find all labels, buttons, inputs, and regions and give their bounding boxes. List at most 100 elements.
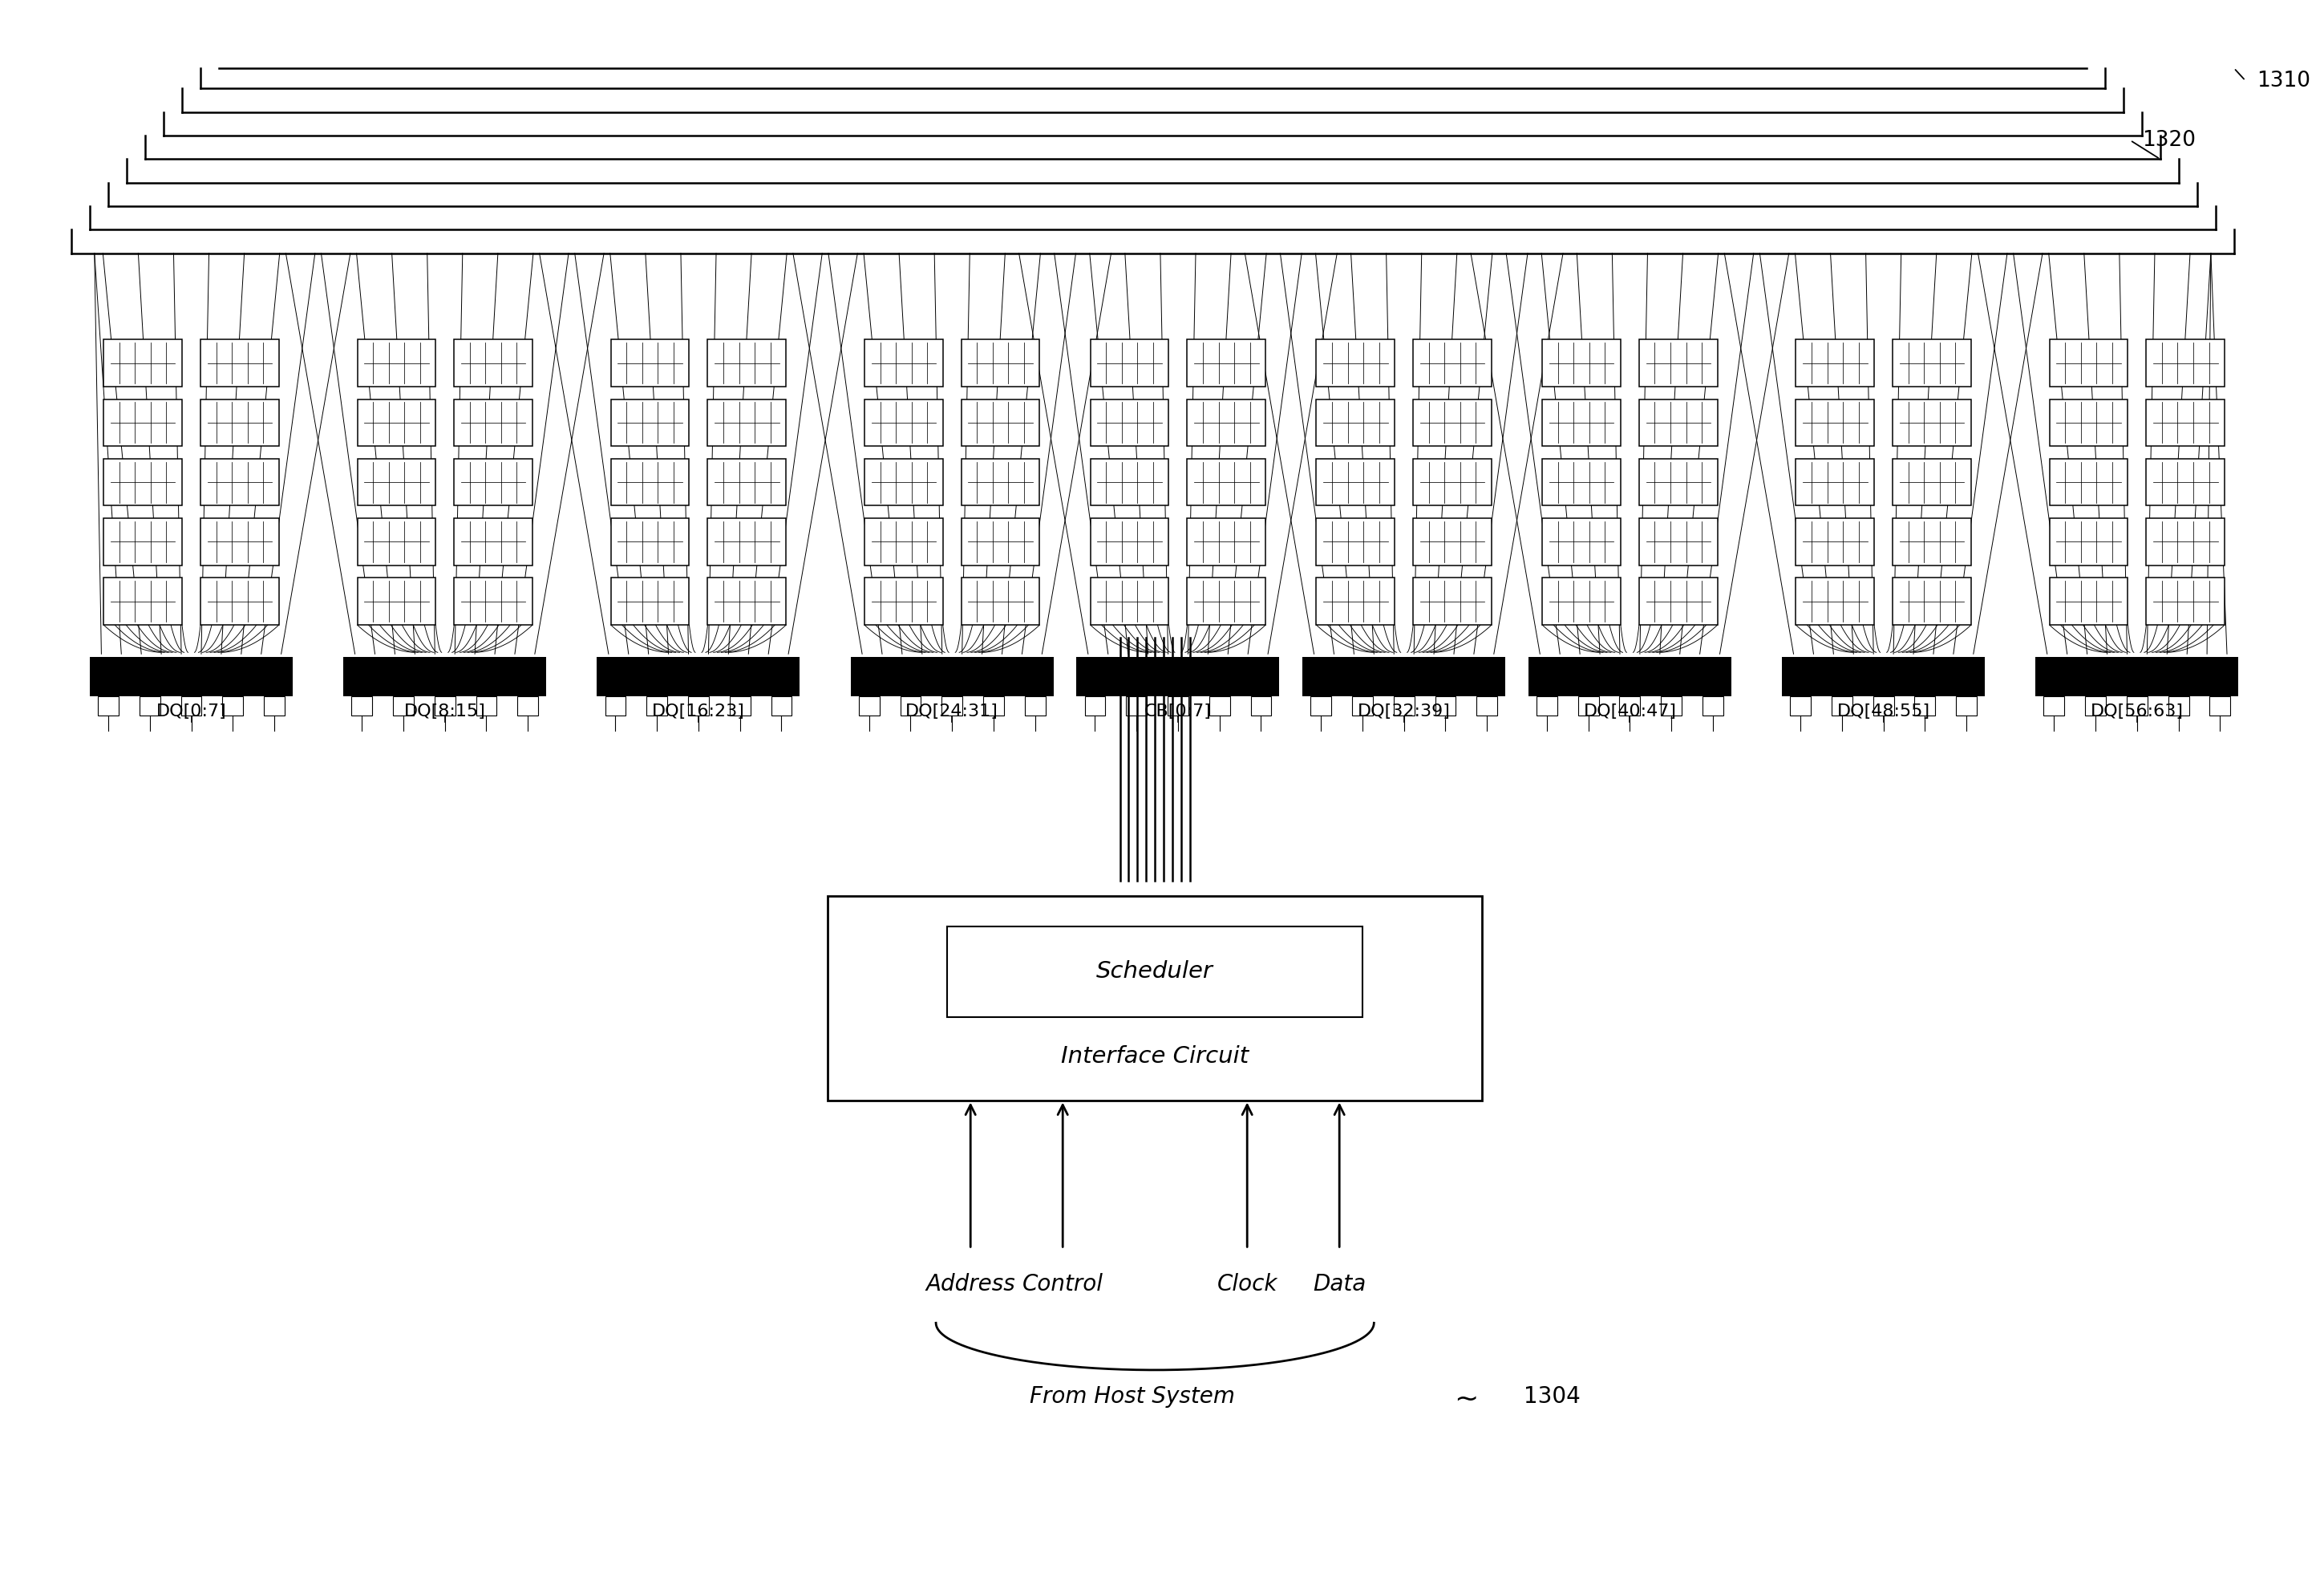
Bar — [2050, 400, 2129, 447]
Bar — [358, 518, 435, 565]
Text: CB[0:7]: CB[0:7] — [1143, 703, 1211, 719]
Bar — [1703, 697, 1722, 716]
Bar — [1085, 697, 1106, 716]
Text: 1304: 1304 — [1525, 1386, 1580, 1408]
Bar — [2050, 340, 2129, 387]
Bar — [1434, 697, 1455, 716]
Bar — [1536, 697, 1557, 716]
Bar — [105, 400, 181, 447]
Bar — [851, 658, 1053, 697]
Bar — [1315, 400, 1394, 447]
Bar — [597, 658, 799, 697]
Bar — [1892, 340, 1971, 387]
Bar — [2085, 697, 2106, 716]
Bar — [2147, 459, 2224, 507]
Bar — [1315, 577, 1394, 624]
Bar — [98, 697, 119, 716]
Bar — [827, 897, 1483, 1100]
Text: DQ[56:63]: DQ[56:63] — [2092, 703, 2185, 719]
Bar — [105, 340, 181, 387]
Bar — [1188, 340, 1267, 387]
Bar — [105, 577, 181, 624]
Bar — [604, 697, 625, 716]
Bar — [1915, 697, 1936, 716]
Bar — [709, 459, 786, 507]
Bar — [1638, 518, 1717, 565]
Text: DQ[8:15]: DQ[8:15] — [404, 703, 486, 719]
Bar — [358, 340, 435, 387]
Bar — [865, 577, 944, 624]
Bar — [948, 926, 1362, 1018]
Text: Scheduler: Scheduler — [1097, 961, 1213, 983]
Text: DQ[16:23]: DQ[16:23] — [653, 703, 746, 719]
Bar — [709, 577, 786, 624]
Bar — [2050, 577, 2129, 624]
Bar — [1662, 697, 1683, 716]
Bar — [611, 400, 690, 447]
Bar — [1638, 459, 1717, 507]
Bar — [1638, 400, 1717, 447]
Bar — [962, 459, 1039, 507]
Bar — [1025, 697, 1046, 716]
Bar — [105, 518, 181, 565]
Bar — [1529, 658, 1731, 697]
Bar — [1892, 518, 1971, 565]
Bar — [1127, 697, 1146, 716]
Bar — [941, 697, 962, 716]
Text: Address: Address — [925, 1273, 1016, 1295]
Bar — [1090, 340, 1169, 387]
Bar — [1090, 518, 1169, 565]
Bar — [1543, 400, 1620, 447]
Bar — [2168, 697, 2189, 716]
Bar — [858, 697, 878, 716]
Bar — [1315, 340, 1394, 387]
Bar — [2147, 518, 2224, 565]
Text: DQ[40:47]: DQ[40:47] — [1583, 703, 1676, 719]
Bar — [899, 697, 920, 716]
Bar — [200, 518, 279, 565]
Bar — [1090, 459, 1169, 507]
Bar — [1301, 658, 1506, 697]
Text: 1310: 1310 — [2257, 71, 2310, 91]
Bar — [688, 697, 709, 716]
Bar — [139, 697, 160, 716]
Bar — [393, 697, 414, 716]
Bar — [611, 340, 690, 387]
Text: From Host System: From Host System — [1030, 1386, 1234, 1408]
Bar — [2147, 577, 2224, 624]
Bar — [1789, 697, 1810, 716]
Bar — [2126, 697, 2147, 716]
Bar — [772, 697, 792, 716]
Bar — [1394, 697, 1415, 716]
Bar — [1188, 518, 1267, 565]
Text: Data: Data — [1313, 1273, 1367, 1295]
Bar — [1250, 697, 1271, 716]
Bar — [1188, 577, 1267, 624]
Bar — [962, 340, 1039, 387]
Bar — [1783, 658, 1985, 697]
Bar — [1620, 697, 1641, 716]
Bar — [709, 518, 786, 565]
Bar — [962, 577, 1039, 624]
Bar — [358, 577, 435, 624]
Bar — [105, 459, 181, 507]
Bar — [1476, 697, 1497, 716]
Bar — [1638, 577, 1717, 624]
Bar — [1578, 697, 1599, 716]
Bar — [2036, 658, 2238, 697]
Bar — [611, 459, 690, 507]
Bar — [865, 459, 944, 507]
Bar — [1638, 340, 1717, 387]
Bar — [1076, 658, 1281, 697]
Bar — [1090, 400, 1169, 447]
Bar — [91, 658, 293, 697]
Bar — [1090, 577, 1169, 624]
Bar — [865, 518, 944, 565]
Text: Clock: Clock — [1218, 1273, 1278, 1295]
Text: ~: ~ — [1455, 1386, 1478, 1413]
Bar — [1796, 340, 1873, 387]
Text: DQ[32:39]: DQ[32:39] — [1357, 703, 1450, 719]
Bar — [453, 518, 532, 565]
Bar — [1413, 340, 1492, 387]
Bar — [1315, 459, 1394, 507]
